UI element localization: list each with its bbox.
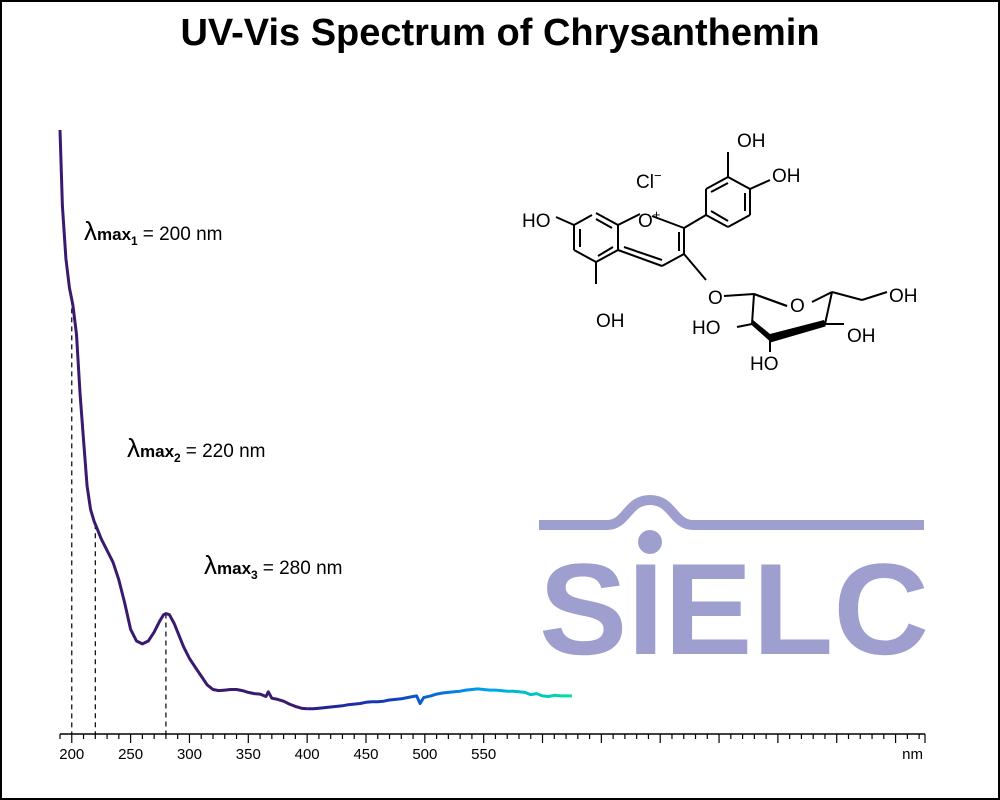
label-oh-top: OH: [737, 131, 766, 152]
logo-text: SIELC: [539, 536, 929, 682]
structure-labels: OH OH HO OH O O OH HO OH HO Cl− O+: [522, 131, 918, 375]
lambda-max-label: λmax3 = 280 nm: [204, 550, 342, 582]
sugar-wedge-bold: [769, 321, 826, 343]
lambda-max-annotations: λmax1 = 200 nm λmax2 = 220 nm λmax3 = 280 nm: [84, 216, 342, 582]
label-oh-ch2: OH: [889, 286, 918, 307]
x-tick-label: 350: [236, 746, 261, 763]
label-chloride: Cl−: [636, 168, 662, 193]
spectrum-line-visible: [307, 687, 572, 711]
sielc-logo: SIELC: [539, 494, 929, 682]
x-axis: 200 250 300 350 400 450 500 550 nm: [59, 733, 926, 763]
sugar-wedge-bond: [752, 320, 825, 340]
x-tick-label: 450: [353, 746, 378, 763]
lambda-max-label: λmax1 = 200 nm: [84, 216, 222, 248]
x-tick-label: 300: [177, 746, 202, 763]
x-tick-label: 400: [295, 746, 320, 763]
x-axis-unit-label: nm: [902, 746, 923, 763]
spectrum-line-uv: [58, 129, 308, 711]
label-o-ring: O: [790, 296, 805, 317]
chart-title: UV-Vis Spectrum of Chrysanthemin: [180, 12, 820, 54]
x-tick-label: 250: [118, 746, 143, 763]
x-tick-label: 500: [412, 746, 437, 763]
lambda-drop-lines: [71, 299, 167, 734]
x-tick-label: 550: [471, 746, 496, 763]
label-ho-left: HO: [522, 211, 551, 232]
logo-arc: [539, 494, 924, 530]
spectrum-curve: [58, 129, 572, 711]
chrysanthemin-structure: [555, 152, 888, 352]
label-oxonium: O+: [638, 207, 660, 232]
label-oh-right: OH: [772, 166, 801, 187]
label-ho-sugar: HO: [692, 318, 721, 339]
lambda-max-label: λmax2 = 220 nm: [127, 433, 265, 465]
x-tick-label: 200: [59, 746, 84, 763]
label-oh-sugar: OH: [847, 326, 876, 347]
label-o-link: O: [708, 288, 723, 309]
logo-dot: [638, 530, 662, 554]
label-oh-bottom: OH: [596, 311, 625, 332]
label-ho-sugar-bottom: HO: [750, 354, 779, 375]
